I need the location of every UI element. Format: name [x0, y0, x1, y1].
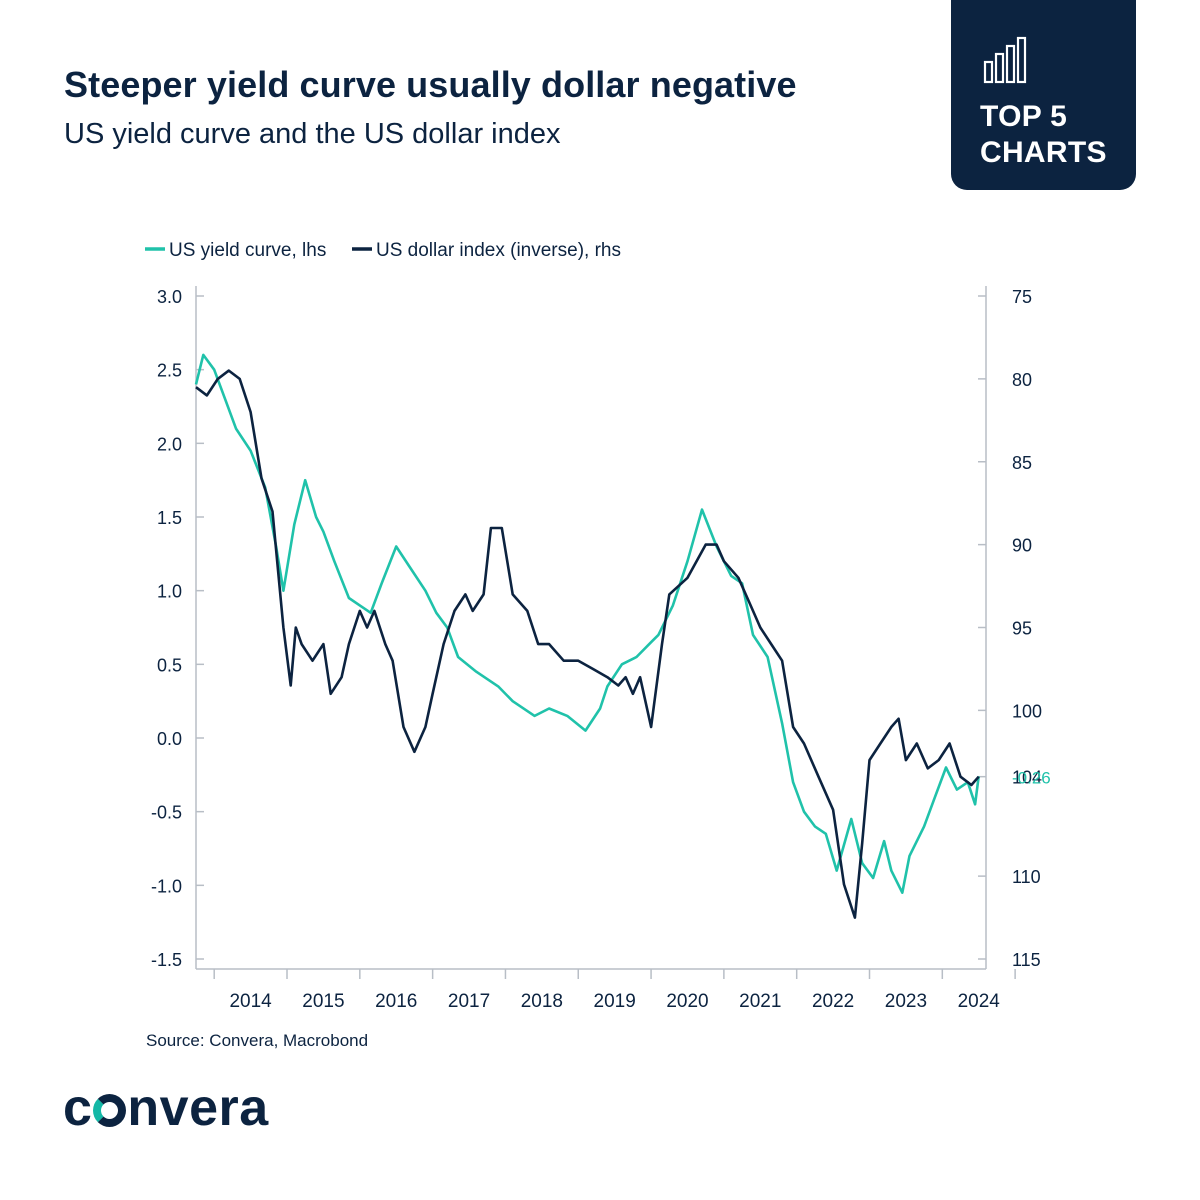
convera-logo: c nvera [63, 1078, 269, 1138]
x-tick-label: 2020 [666, 991, 708, 1012]
left-tick-label: -0.5 [151, 803, 182, 823]
x-tick-label: 2021 [739, 991, 781, 1012]
left-tick-label: 2.0 [157, 434, 182, 454]
left-tick-label: 0.5 [157, 655, 182, 675]
legend-label: US yield curve, lhs [169, 240, 326, 261]
bar-chart-icon [983, 36, 1027, 84]
chart-title: Steeper yield curve usually dollar negat… [64, 64, 797, 105]
x-tick-label: 2023 [885, 991, 927, 1012]
left-tick-label: -1.5 [151, 950, 182, 970]
left-tick-label: 0.0 [157, 729, 182, 749]
x-tick-label: 2019 [594, 991, 636, 1012]
x-tick-label: 2024 [958, 991, 1001, 1012]
x-tick-label: 2017 [448, 991, 490, 1012]
dollar-index-series-line [195, 369, 980, 919]
left-tick-label: 2.5 [157, 361, 182, 381]
right-tick-label: 80 [1012, 370, 1032, 390]
right-tick-label: 100 [1012, 701, 1042, 721]
x-tick-label: 2014 [229, 991, 272, 1012]
x-tick-label: 2015 [302, 991, 344, 1012]
right-tick-label: 110 [1012, 867, 1041, 887]
yield-curve-dollar-chart: 3.0 2.5 2.0 1.5 1.0 0.5 0.0 -0.5 -1.0 -1.5 75 80 85 9… [145, 240, 1051, 1050]
x-tick-label: 2018 [521, 991, 563, 1012]
logo-o-mark [93, 1094, 127, 1127]
chart-subtitle: US yield curve and the US dollar index [64, 118, 561, 150]
right-tick-label: 75 [1012, 287, 1032, 307]
badge-line-1: TOP 5 [980, 100, 1068, 133]
left-tick-label: 3.0 [157, 287, 182, 307]
badge-line-2: CHARTS [980, 136, 1107, 169]
source-note: Source: Convera, Macrobond [146, 1031, 368, 1050]
logo-text-start: c [63, 1079, 93, 1137]
right-tick-label: 104 [1012, 768, 1042, 788]
left-tick-label: 1.0 [157, 582, 182, 602]
x-tick-label: 2022 [812, 991, 854, 1012]
x-tick-label: 2016 [375, 991, 417, 1012]
right-tick-label: 95 [1012, 619, 1032, 639]
logo-text-end: nvera [127, 1079, 269, 1137]
legend-label: US dollar index (inverse), rhs [376, 240, 621, 261]
left-tick-label: -1.0 [151, 876, 182, 896]
last-value-label: -0.26 [1012, 768, 1051, 787]
right-tick-label: 85 [1012, 453, 1032, 473]
top-5-charts-badge[interactable]: TOP 5 CHARTS [951, 0, 1136, 190]
yield-curve-series-line [194, 353, 980, 894]
left-tick-label: 1.5 [157, 508, 182, 528]
right-tick-label: 115 [1012, 950, 1041, 970]
right-tick-label: 90 [1012, 536, 1032, 556]
